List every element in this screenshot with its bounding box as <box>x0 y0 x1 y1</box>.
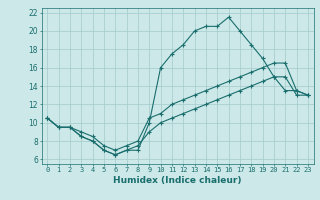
X-axis label: Humidex (Indice chaleur): Humidex (Indice chaleur) <box>113 176 242 185</box>
